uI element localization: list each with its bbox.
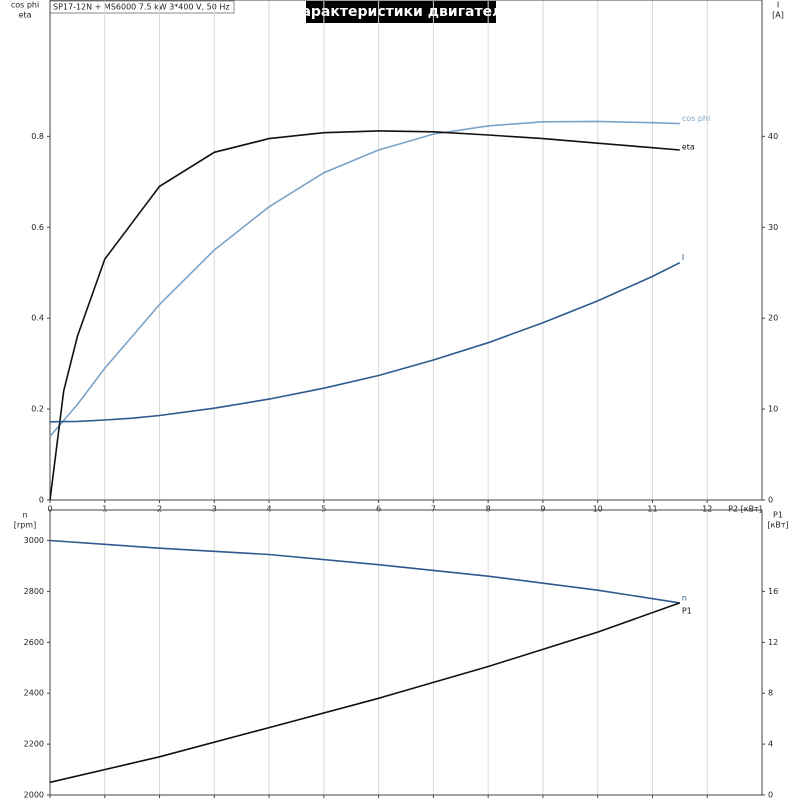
y2-tick-label: 4 <box>768 740 773 749</box>
x-tick-label: 0 <box>47 505 52 514</box>
y2-tick-label: 0 <box>768 791 773 800</box>
series-line <box>49 602 681 784</box>
x-tick-label: 5 <box>321 505 326 514</box>
y2-tick-label: 10 <box>768 405 778 414</box>
y2-tick-label: 16 <box>768 587 778 596</box>
chart-title: Характеристики двигателя <box>291 4 512 20</box>
y-axis-label: eta <box>19 11 32 20</box>
y2-axis-label: [A] <box>772 11 784 20</box>
y2-tick-label: 30 <box>768 223 778 232</box>
y2-tick-label: 12 <box>768 638 778 647</box>
y-tick-label: 3000 <box>24 536 44 545</box>
y-tick-label: 2600 <box>24 638 44 647</box>
y-tick-label: 2800 <box>24 587 44 596</box>
x-tick-label: 11 <box>647 505 657 514</box>
y-axis-label: cos phi <box>11 1 39 10</box>
series-label: P1 <box>682 606 692 615</box>
x-tick-label: 12 <box>702 505 712 514</box>
y2-tick-label: 8 <box>768 689 773 698</box>
y-tick-label: 2400 <box>24 689 44 698</box>
series-line <box>49 261 681 423</box>
y2-axis-label: P1 <box>773 511 783 520</box>
y-axis-label: [rpm] <box>14 521 36 530</box>
series-line <box>49 539 680 604</box>
series-label: eta <box>682 143 695 152</box>
y-tick-label: 0.8 <box>31 132 44 141</box>
x-tick-label: 2 <box>157 505 162 514</box>
x-tick-label: 6 <box>376 505 381 514</box>
x-tick-label: 1 <box>102 505 107 514</box>
y-tick-label: 0.6 <box>31 223 44 232</box>
plot-frame <box>49 0 763 501</box>
x-tick-label: 4 <box>267 505 272 514</box>
y2-tick-label: 40 <box>768 132 778 141</box>
x-tick-label: 8 <box>486 505 491 514</box>
x-tick-label: 10 <box>593 505 603 514</box>
x-tick-label: 3 <box>212 505 217 514</box>
y2-tick-label: 0 <box>768 496 773 505</box>
title-box <box>306 1 496 23</box>
plot-frame <box>49 509 763 796</box>
y-tick-label: 0.2 <box>31 405 44 414</box>
subtitle: SP17-12N + MS6000 7.5 kW 3*400 V, 50 Hz <box>53 3 230 12</box>
y-tick-label: 2000 <box>24 791 44 800</box>
y2-axis-label: [кВт] <box>767 521 788 530</box>
series-line <box>49 130 680 501</box>
y-axis-label: n <box>22 511 27 520</box>
x-tick-label: 7 <box>431 505 436 514</box>
series-label: I <box>682 253 684 262</box>
x-axis-label: P2 [кВт] <box>728 505 762 514</box>
x-tick-label: 9 <box>540 505 545 514</box>
y-tick-label: 0.4 <box>31 314 44 323</box>
y2-axis-label: I <box>777 1 779 10</box>
y-tick-label: 0 <box>39 496 44 505</box>
y-tick-label: 2200 <box>24 740 44 749</box>
series-label: cos phi <box>682 114 710 123</box>
series-line <box>49 120 680 437</box>
series-label: n <box>682 593 687 602</box>
y2-tick-label: 20 <box>768 314 778 323</box>
